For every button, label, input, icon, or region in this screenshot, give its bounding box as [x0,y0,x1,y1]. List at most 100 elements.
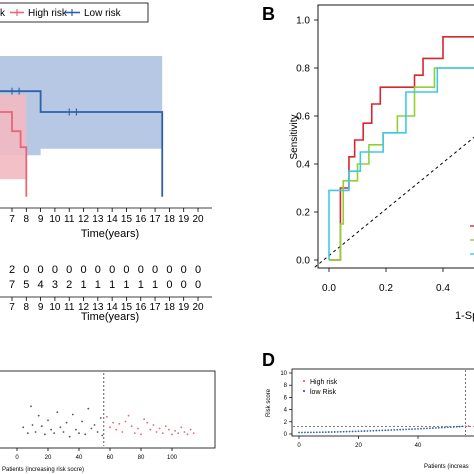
km-band-high-risk [0,94,27,180]
roc-y-tick-label: 0.0 [296,256,310,267]
scatter-d-y-tick-label: 0 [284,432,288,438]
scatter-c-x-tick-label: 20 [45,455,52,461]
risk-table-x-tick-label: 9 [38,302,44,313]
scatter-c-point [47,419,49,422]
roc-x-tick-label: 0.0 [322,283,336,294]
risk-table-cell: 0 [166,279,172,291]
scatter-d-point [423,427,425,430]
scatter-c-point [192,432,195,435]
roc-curve-1 [329,35,474,261]
risk-table-cell: 1 [123,279,129,291]
scatter-c-point [140,433,142,436]
scatter-c-point [149,428,152,431]
scatter-c-point [53,432,56,435]
scatter-d-point [452,426,455,428]
scatter-c-point [93,424,96,426]
risk-table-x-tick-label: 12 [78,302,90,313]
km-x-tick-label: 17 [150,214,162,225]
risk-table-cell: 5 [23,279,29,291]
km-legend: k High risk Low risk [0,2,149,23]
scatter-c-x-tick-label: 40 [76,455,83,461]
scatter-d-point [375,429,378,432]
risk-table-x-tick-label: 17 [150,302,162,313]
risk-table-cell: 0 [138,264,144,276]
scatter-c-point [164,425,167,428]
scatter-d-point [312,431,315,434]
scatter-d-point [363,430,366,432]
panel-a-risk-table: 220000000000000775432111111000 789101112… [0,264,212,323]
risk-table-x-tick-label: 19 [178,302,190,313]
scatter-d-point [342,430,345,433]
scatter-c-point [177,432,180,435]
km-plot-area [0,56,164,197]
scatter-d-point [455,425,458,428]
scatter-c-point [112,421,114,424]
scatter-c-point [133,432,136,435]
scatter-d-point [464,425,467,428]
scatter-d-point [354,430,357,433]
scatter-c-point [189,428,192,431]
risk-table-cell: 3 [52,279,58,291]
risk-table-cell: 0 [152,264,158,276]
panel-d-letter: D [262,350,275,370]
scatter-c-point [68,435,71,438]
scatter-c-point [78,432,80,435]
risk-table-x-tick-label: 10 [49,302,61,313]
roc-x-ticks: 0.0 0.2 0.4 [322,268,450,294]
scatter-d-point [345,430,348,433]
scatter-d-point [399,428,402,431]
km-curve-low-risk [0,90,164,197]
roc-plot-area [314,35,474,268]
risk-table-x-tick-label: 13 [92,302,104,313]
panel-d: D 0 2 4 6 8 10 0 20 40 Risk score Patients (inc… [262,350,474,470]
scatter-c-point [171,433,173,436]
km-band-low-risk [0,56,163,156]
scatter-c-point [75,428,77,431]
scatter-c-point [174,429,177,432]
risk-table-x-tick-label: 14 [107,302,119,313]
scatter-c-point [130,425,133,428]
d-legend-low-label: low Risk [310,389,337,396]
scatter-d-point [357,430,360,433]
risk-table-x-tick-label: 7 [9,302,15,313]
scatter-c-point [81,420,83,423]
scatter-c-point [183,431,186,433]
scatter-d-plot-area [293,370,474,435]
scatter-c-point [44,433,46,436]
scatter-c-point [127,414,130,417]
scatter-d-point [393,429,396,431]
scatter-d-point [405,428,407,431]
risk-table-cell: 4 [38,279,44,291]
km-x-tick-label: 16 [135,214,147,225]
km-x-tick-label: 8 [24,214,30,225]
risk-table-cell: 1 [152,279,158,291]
risk-table-cell: 0 [23,264,29,276]
scatter-d-point [330,431,333,433]
risk-table-cell: 0 [80,264,86,276]
scatter-d-point [402,428,405,431]
scatter-c-point [26,432,29,435]
risk-table-cell: 0 [195,279,201,291]
risk-table-cell: 2 [66,279,72,291]
scatter-c-frame [0,370,216,449]
scatter-d-point [339,430,342,433]
scatter-c-point [31,424,34,426]
scatter-d-point [336,430,339,433]
km-x-tick-label: 15 [121,214,133,225]
scatter-d-x-ticks: 0 20 40 [297,436,422,449]
scatter-c-point [30,405,32,408]
scatter-d-y-tick-label: 10 [280,371,287,377]
risk-table-cell: 0 [181,264,187,276]
scatter-d-point [318,431,321,434]
scatter-d-point [360,430,363,433]
scatter-d-point [420,427,422,430]
scatter-d-point [369,429,372,432]
scatter-d-point [431,427,434,429]
scatter-c-x-tick-label: 80 [138,455,145,461]
d-legend-low-marker [302,389,306,393]
scatter-c-point [121,431,124,433]
scatter-d-point [434,427,437,429]
scatter-d-y-tick-label: 4 [284,408,288,414]
scatter-c-point [90,427,93,430]
scatter-d-point [449,426,452,429]
